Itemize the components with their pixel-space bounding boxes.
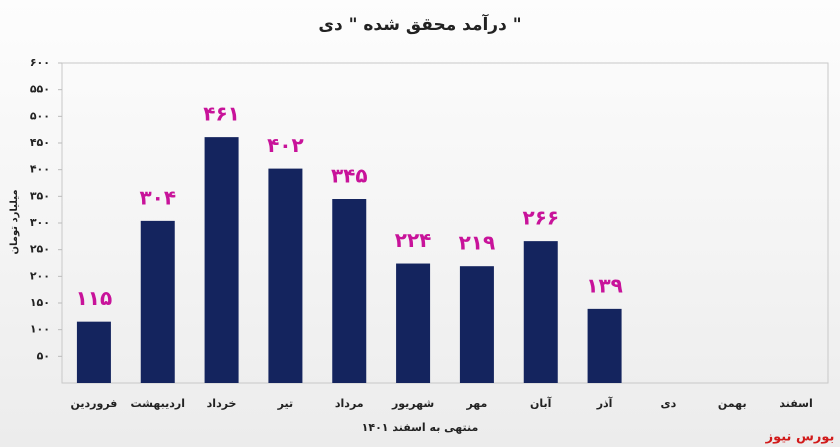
bar [332, 199, 367, 383]
bar [76, 321, 111, 383]
x-tick-label: دی [661, 397, 677, 410]
y-tick-label: ۱۰۰ [30, 323, 50, 336]
bar [396, 263, 431, 383]
x-axis-label: منتهی به اسفند ۱۴۰۱ [362, 421, 479, 434]
y-tick-label: ۵۰ [37, 349, 50, 362]
source-watermark: بورس نیوز [765, 430, 835, 445]
x-tick-label: خرداد [207, 397, 237, 410]
y-tick-label: ۵۰۰ [30, 109, 50, 122]
y-tick-label: ۶۰۰ [30, 56, 50, 69]
x-tick-label: شهریور [391, 397, 434, 410]
data-label: ۴۰۲ [267, 133, 304, 157]
bar [459, 266, 494, 383]
plot-frame [61, 62, 829, 384]
bar [523, 241, 558, 383]
y-tick-label: ۳۵۰ [30, 189, 50, 202]
x-tick-label: آذر [596, 396, 613, 410]
chart-title: درآمد محقق شده " دی " [318, 13, 521, 35]
y-tick-label: ۱۵۰ [30, 296, 50, 309]
x-tick-label: مهر [465, 397, 487, 410]
data-label: ۳۴۵ [331, 164, 368, 188]
data-label: ۱۱۵ [76, 286, 113, 310]
data-label: ۲۱۹ [459, 231, 496, 255]
y-axis-label: میلیارد تومان [9, 189, 20, 254]
data-label: ۴۶۱ [203, 102, 240, 126]
data-label: ۳۰۴ [139, 185, 176, 209]
data-label: ۲۲۴ [395, 228, 432, 252]
y-tick-label: ۵۵۰ [30, 83, 50, 96]
y-tick-label: ۴۰۰ [30, 163, 50, 176]
bar [587, 308, 622, 383]
x-tick-label: آبان [530, 396, 552, 410]
y-tick-label: ۴۵۰ [30, 136, 50, 149]
bar [140, 220, 175, 383]
x-tick-label: مرداد [335, 397, 364, 410]
x-tick-label: اردیبهشت [131, 397, 185, 410]
y-tick-label: ۳۰۰ [30, 216, 50, 229]
x-tick-label: تیر [277, 397, 293, 410]
y-tick-label: ۲۰۰ [30, 269, 50, 282]
bar [204, 137, 239, 383]
x-tick-label: بهمن [718, 397, 747, 410]
data-label: ۲۶۶ [522, 206, 559, 230]
x-tick-label: اسفند [779, 397, 812, 410]
data-label: ۱۳۹ [586, 273, 623, 297]
x-tick-label: فروردین [70, 397, 117, 410]
bar [268, 168, 303, 383]
y-tick-label: ۲۵۰ [30, 243, 50, 256]
